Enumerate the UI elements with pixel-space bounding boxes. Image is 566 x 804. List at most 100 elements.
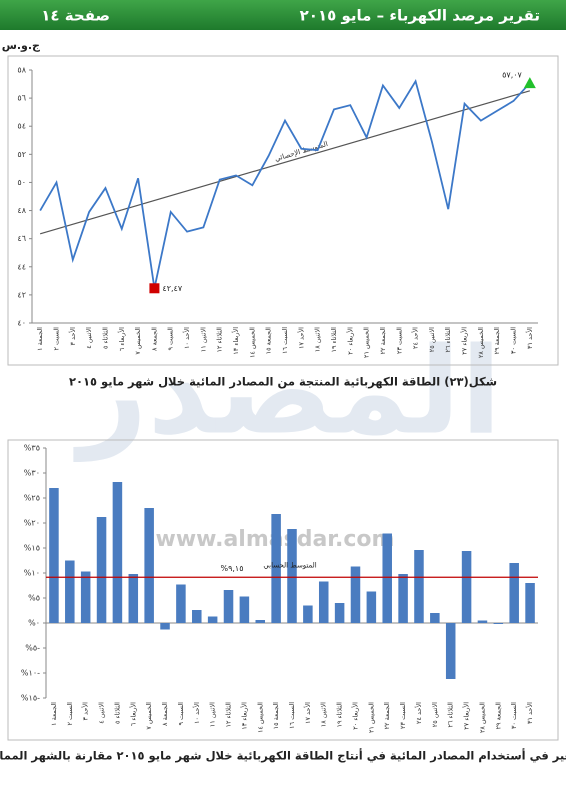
x-tick-label: الثلاثاء ١٢ xyxy=(216,327,224,353)
bar xyxy=(96,517,107,623)
bar xyxy=(176,584,186,623)
x-tick-label: الأربعاء ٢٠ xyxy=(350,702,359,730)
data-line xyxy=(39,78,531,289)
x-tick-label: الجمعة ٢٩ xyxy=(494,702,502,730)
x-tick-label: الاثنين ٤ xyxy=(98,702,106,724)
x-tick-label: الأربعاء ٦ xyxy=(128,702,137,726)
x-tick-label: الثلاثاء ٥ xyxy=(101,327,109,349)
bar xyxy=(525,583,535,623)
y-tick-label: ٤٢ xyxy=(17,290,26,299)
x-tick-label: الثلاثاء ١٩ xyxy=(336,702,344,728)
x-tick-label: السبت ٢ xyxy=(52,327,60,351)
x-tick-label: الاثنين ١١ xyxy=(209,702,217,727)
y-tick-label: ٣٥% xyxy=(24,444,40,453)
x-tick-label: الأحد ١٧ xyxy=(296,327,305,349)
bar xyxy=(239,596,250,623)
x-tick-label: الأحد ١٧ xyxy=(303,702,312,724)
bar xyxy=(430,613,440,623)
chart-frame xyxy=(7,439,559,741)
marker xyxy=(523,77,536,89)
x-tick-label: الاثنين ١٨ xyxy=(320,702,328,727)
bar xyxy=(49,488,59,623)
x-tick-label: الأحد ٣١ xyxy=(525,702,534,724)
marker xyxy=(149,283,160,294)
x-tick-label: الاثنين ١١ xyxy=(199,327,207,352)
bar xyxy=(366,591,377,623)
data-label: ٤٢,٤٧ xyxy=(162,284,182,293)
y-tick-label: ٤٤ xyxy=(17,262,26,271)
x-tick-label: السبت ٢٣ xyxy=(399,702,407,729)
bar xyxy=(112,482,123,623)
x-tick-label: الجمعة ١ xyxy=(50,702,58,726)
x-tick-label: الجمعة ٨ xyxy=(150,327,158,351)
x-tick-label: الثلاثاء ١٩ xyxy=(330,327,338,353)
y-tick-label: -١٠% xyxy=(21,669,40,678)
mean-label: ٩,١٥% xyxy=(220,564,243,573)
bar xyxy=(223,590,234,623)
bar xyxy=(192,610,202,623)
bar xyxy=(65,560,75,623)
y-tick-label: ٠% xyxy=(28,619,40,628)
x-tick-label: الأربعاء ٢٧ xyxy=(462,702,471,730)
y-tick-label: ١٠% xyxy=(24,569,40,578)
x-tick-label: الخميس ٢٨ xyxy=(477,327,485,358)
bar xyxy=(493,623,504,624)
x-tick-label: الأربعاء ٢٠ xyxy=(345,327,354,355)
x-tick-label: الأحد ٢٤ xyxy=(411,327,420,349)
x-tick-label: الاثنين ٢٥ xyxy=(428,327,436,352)
x-tick-label: السبت ٣٠ xyxy=(510,327,518,354)
y-tick-label: -١٥% xyxy=(21,694,40,703)
x-tick-label: الاثنين ٤ xyxy=(85,327,93,349)
chart-frame xyxy=(7,55,559,366)
x-tick-label: الاثنين ١٨ xyxy=(314,327,322,352)
x-tick-label: الجمعة ٢٢ xyxy=(379,327,387,355)
x-tick-label: الثلاثاء ٥ xyxy=(113,702,121,724)
bar xyxy=(318,581,329,623)
x-tick-label: الأحد ١٠ xyxy=(192,702,201,724)
x-tick-label: الأربعاء ٢٧ xyxy=(460,327,469,355)
bar xyxy=(144,508,154,623)
x-tick-label: السبت ٩ xyxy=(177,702,185,726)
y-tick-label: ٢٠% xyxy=(24,519,40,528)
bar xyxy=(477,620,488,623)
x-tick-label: الخميس ١٤ xyxy=(256,702,264,733)
x-tick-label: الأحد ٣ xyxy=(81,702,90,721)
y-tick-label: ١٥% xyxy=(24,544,40,553)
bar xyxy=(334,603,345,623)
x-tick-label: الجمعة ١٥ xyxy=(272,702,280,730)
x-tick-label: الخميس ٢١ xyxy=(363,327,371,358)
x-tick-label: الخميس ٧ xyxy=(134,327,142,355)
x-tick-label: السبت ١٦ xyxy=(281,327,289,354)
y-tick-label: ٤٨ xyxy=(17,206,26,215)
bar xyxy=(255,620,266,623)
x-tick-label: الجمعة ١٥ xyxy=(265,327,273,355)
x-tick-label: الأحد ٣ xyxy=(68,327,77,346)
trend-line xyxy=(39,90,531,235)
x-tick-label: الأحد ٢٤ xyxy=(414,702,423,724)
chart-caption: شكل(٢٣) الطاقة الكهربائية المنتجة من الم… xyxy=(69,375,497,390)
bar xyxy=(207,616,218,623)
y-tick-label: ٥٠ xyxy=(17,178,26,187)
x-tick-label: السبت ٢ xyxy=(66,702,74,726)
x-tick-label: السبت ٢٣ xyxy=(395,327,403,354)
x-tick-label: الأربعاء ١٣ xyxy=(231,327,240,355)
x-tick-label: الأربعاء ٦ xyxy=(117,327,126,351)
bar xyxy=(461,551,472,623)
x-tick-label: الخميس ١٤ xyxy=(248,327,256,358)
x-tick-label: الخميس ٧ xyxy=(145,702,153,730)
bar xyxy=(414,550,424,623)
header-page: صفحة ١٤ xyxy=(41,7,110,25)
y-tick-label: ٤٠ xyxy=(17,319,26,328)
y-tick-label: ٥٨ xyxy=(17,66,26,75)
bar xyxy=(509,563,519,623)
data-label: ٥٧,٠٧ xyxy=(502,71,522,80)
watermark-logo: المصدر xyxy=(73,323,501,462)
x-tick-label: الخميس ٢١ xyxy=(367,702,375,733)
bar xyxy=(80,571,91,623)
bar xyxy=(287,529,297,623)
x-tick-label: السبت ٣٠ xyxy=(510,702,518,729)
bar xyxy=(398,574,408,623)
header-bar xyxy=(0,0,566,30)
